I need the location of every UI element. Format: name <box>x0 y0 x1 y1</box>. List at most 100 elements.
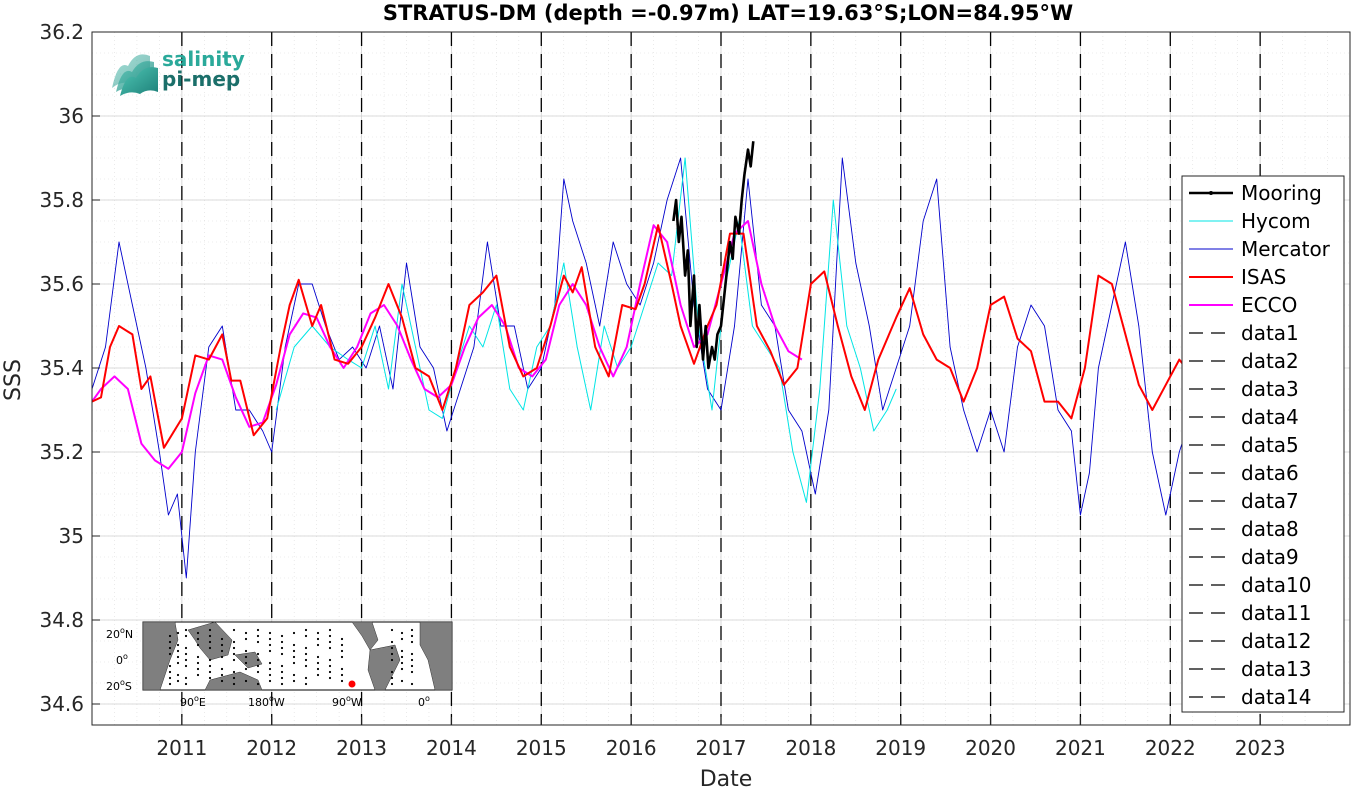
map-station-dot <box>208 658 212 662</box>
map-station-dot <box>304 652 308 656</box>
map-station-dot <box>400 661 404 665</box>
map-station-dot <box>268 649 272 653</box>
legend-label: data13 <box>1241 657 1312 681</box>
series-line-hycom <box>275 157 897 503</box>
map-station-dot <box>304 658 308 662</box>
legend-item: data11 <box>1189 601 1312 625</box>
map-station-dot <box>168 682 172 686</box>
legend-item: Hycom <box>1189 209 1311 233</box>
map-station-dot <box>184 652 188 656</box>
legend-label: data4 <box>1241 405 1299 429</box>
x-tick-label: 2012 <box>246 736 297 760</box>
y-axis-label: SSS <box>1 359 26 401</box>
map-station-dot <box>184 664 188 668</box>
map-station-dot <box>280 634 284 638</box>
map-station-dot <box>220 655 224 659</box>
map-station-dot <box>268 661 272 665</box>
map-station-dot <box>316 667 320 671</box>
map-station-dot <box>244 649 248 653</box>
map-station-dot <box>304 664 308 668</box>
legend-label: Mercator <box>1241 237 1331 261</box>
map-station-dot <box>256 664 260 668</box>
x-axis-label: Date <box>700 767 753 790</box>
map-station-dot <box>400 649 404 653</box>
map-station-dot <box>280 682 284 686</box>
map-station-dot <box>328 646 332 650</box>
map-station-dot <box>390 652 394 656</box>
legend-label: data11 <box>1241 601 1312 625</box>
map-lat-label: 0o <box>116 652 128 667</box>
map-station-dot <box>168 652 172 656</box>
legend-label: data7 <box>1241 489 1299 513</box>
y-tick-label: 35.2 <box>39 440 84 464</box>
legend-item: data5 <box>1189 433 1299 457</box>
map-station-dot <box>256 652 260 656</box>
map-station-dot <box>256 658 260 662</box>
map-station-dot <box>292 673 296 677</box>
legend-item: data9 <box>1189 545 1299 569</box>
map-station-dot <box>232 682 236 686</box>
legend-label: ISAS <box>1241 265 1286 289</box>
map-station-dot <box>280 670 284 674</box>
legend-label: Hycom <box>1241 209 1311 233</box>
map-station-dot <box>232 646 236 650</box>
map-station-dot <box>340 649 344 653</box>
logo-text-pi-mep: pi-mep <box>162 67 240 91</box>
legend-label: data1 <box>1241 321 1299 345</box>
map-station-dot <box>244 679 248 683</box>
map-station-dot <box>340 655 344 659</box>
map-station-dot <box>184 646 188 650</box>
y-tick-label: 36.2 <box>39 20 84 44</box>
x-tick-label: 2017 <box>696 736 747 760</box>
inset-map-location-marker <box>348 680 356 688</box>
map-station-dot <box>232 652 236 656</box>
map-lon-label: 0o <box>418 694 430 709</box>
map-station-dot <box>316 637 320 641</box>
legend-marker <box>1209 191 1213 195</box>
map-station-dot <box>196 637 200 641</box>
map-station-dot <box>410 634 414 638</box>
map-station-dot <box>304 628 308 632</box>
y-tick-label: 35.8 <box>39 188 84 212</box>
x-tick-label: 2021 <box>1055 736 1106 760</box>
inset-map-stations <box>168 628 414 686</box>
y-tick-label: 35.6 <box>39 272 84 296</box>
map-station-dot <box>292 661 296 665</box>
legend-item: data12 <box>1189 629 1312 653</box>
map-station-dot <box>208 664 212 668</box>
map-station-dot <box>316 661 320 665</box>
series-line-isas <box>92 224 1212 449</box>
map-station-dot <box>316 655 320 659</box>
map-station-dot <box>292 643 296 647</box>
map-station-dot <box>340 667 344 671</box>
map-station-dot <box>168 634 172 638</box>
map-station-dot <box>256 634 260 638</box>
map-station-dot <box>220 643 224 647</box>
map-station-dot <box>316 631 320 635</box>
map-station-dot <box>400 637 404 641</box>
map-station-dot <box>184 682 188 686</box>
map-station-dot <box>390 658 394 662</box>
legend-item: data3 <box>1189 377 1299 401</box>
map-station-dot <box>390 628 394 632</box>
map-station-dot <box>304 634 308 638</box>
map-station-dot <box>256 628 260 632</box>
map-station-dot <box>176 661 180 665</box>
x-tick-label: 2011 <box>156 736 207 760</box>
map-station-dot <box>328 676 332 680</box>
map-station-dot <box>280 646 284 650</box>
legend-label: data8 <box>1241 517 1299 541</box>
map-station-dot <box>244 631 248 635</box>
series-line-mooring <box>672 141 755 370</box>
map-station-dot <box>340 643 344 647</box>
map-station-dot <box>220 649 224 653</box>
map-station-dot <box>176 673 180 677</box>
legend-item: data14 <box>1189 685 1312 709</box>
map-station-dot <box>268 631 272 635</box>
x-tick-label: 2023 <box>1235 736 1286 760</box>
map-station-dot <box>196 643 200 647</box>
legend-item: data13 <box>1189 657 1312 681</box>
legend-item: data8 <box>1189 517 1299 541</box>
map-station-dot <box>176 643 180 647</box>
